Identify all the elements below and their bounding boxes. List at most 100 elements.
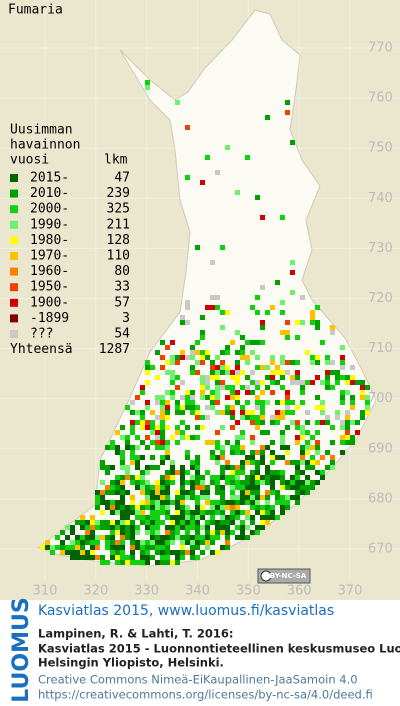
occurrence-cell: [215, 390, 220, 395]
occurrence-cell: [135, 420, 140, 425]
occurrence-cell: [170, 530, 175, 535]
occurrence-cell: [255, 465, 260, 470]
occurrence-cell: [255, 340, 260, 345]
occurrence-cell: [45, 545, 50, 550]
occurrence-cell: [235, 400, 240, 405]
occurrence-cell: [230, 470, 235, 475]
occurrence-cell: [125, 445, 130, 450]
license-line[interactable]: https://creativecommons.org/licenses/by-…: [38, 688, 373, 702]
occurrence-cell: [120, 425, 125, 430]
occurrence-cell: [130, 460, 135, 465]
occurrence-cell: [280, 445, 285, 450]
occurrence-cell: [250, 450, 255, 455]
occurrence-cell: [260, 480, 265, 485]
legend-count: 3: [122, 311, 130, 326]
occurrence-cell: [180, 550, 185, 555]
occurrence-cell: [240, 525, 245, 530]
occurrence-cell: [260, 450, 265, 455]
occurrence-cell: [150, 520, 155, 525]
occurrence-cell: [220, 490, 225, 495]
occurrence-cell: [220, 465, 225, 470]
occurrence-cell: [205, 530, 210, 535]
occurrence-cell: [245, 455, 250, 460]
occurrence-cell: [105, 490, 110, 495]
occurrence-cell: [140, 545, 145, 550]
occurrence-cell: [310, 455, 315, 460]
occurrence-cell: [220, 475, 225, 480]
occurrence-cell: [245, 500, 250, 505]
occurrence-cell: [295, 375, 300, 380]
occurrence-cell: [155, 505, 160, 510]
occurrence-cell: [270, 510, 275, 515]
occurrence-cell: [230, 385, 235, 390]
occurrence-cell: [145, 545, 150, 550]
occurrence-cell: [165, 530, 170, 535]
occurrence-cell: [225, 410, 230, 415]
occurrence-cell: [340, 355, 345, 360]
occurrence-cell: [135, 530, 140, 535]
occurrence-cell: [200, 360, 205, 365]
occurrence-cell: [65, 535, 70, 540]
occurrence-cell: [200, 385, 205, 390]
occurrence-cell: [235, 330, 240, 335]
occurrence-cell: [210, 260, 215, 265]
site-link[interactable]: Kasviatlas 2015, www.luomus.fi/kasviatla…: [38, 603, 334, 619]
occurrence-cell: [90, 535, 95, 540]
occurrence-cell: [300, 455, 305, 460]
occurrence-cell: [200, 375, 205, 380]
occurrence-cell: [185, 495, 190, 500]
occurrence-cell: [285, 330, 290, 335]
occurrence-cell: [155, 430, 160, 435]
occurrence-cell: [170, 515, 175, 520]
occurrence-cell: [190, 510, 195, 515]
occurrence-cell: [320, 400, 325, 405]
occurrence-cell: [150, 540, 155, 545]
occurrence-cell: [195, 435, 200, 440]
occurrence-cell: [160, 410, 165, 415]
occurrence-cell: [335, 410, 340, 415]
occurrence-cell: [265, 515, 270, 520]
occurrence-cell: [195, 245, 200, 250]
occurrence-cell: [75, 520, 80, 525]
occurrence-cell: [130, 400, 135, 405]
occurrence-cell: [170, 480, 175, 485]
occurrence-cell: [95, 555, 100, 560]
occurrence-cell: [365, 405, 370, 410]
occurrence-cell: [170, 340, 175, 345]
occurrence-cell: [235, 480, 240, 485]
occurrence-cell: [305, 380, 310, 385]
occurrence-cell: [95, 500, 100, 505]
occurrence-cell: [225, 505, 230, 510]
occurrence-cell: [205, 490, 210, 495]
occurrence-cell: [305, 410, 310, 415]
occurrence-cell: [110, 505, 115, 510]
occurrence-cell: [255, 405, 260, 410]
occurrence-cell: [95, 525, 100, 530]
occurrence-cell: [125, 440, 130, 445]
occurrence-cell: [60, 545, 65, 550]
occurrence-cell: [180, 350, 185, 355]
occurrence-cell: [270, 485, 275, 490]
occurrence-cell: [225, 440, 230, 445]
occurrence-cell: [180, 555, 185, 560]
occurrence-cell: [345, 420, 350, 425]
occurrence-cell: [180, 355, 185, 360]
license-badge: BY-NC-SA: [257, 568, 311, 584]
occurrence-cell: [90, 525, 95, 530]
occurrence-cell: [165, 445, 170, 450]
occurrence-cell: [285, 425, 290, 430]
occurrence-cell: [135, 515, 140, 520]
occurrence-cell: [360, 380, 365, 385]
occurrence-cell: [165, 500, 170, 505]
occurrence-cell: [195, 470, 200, 475]
occurrence-cell: [290, 485, 295, 490]
occurrence-cell: [160, 355, 165, 360]
occurrence-cell: [285, 405, 290, 410]
occurrence-cell: [215, 530, 220, 535]
occurrence-cell: [280, 485, 285, 490]
occurrence-cell: [95, 540, 100, 545]
occurrence-cell: [180, 500, 185, 505]
occurrence-cell: [120, 435, 125, 440]
occurrence-cell: [230, 500, 235, 505]
occurrence-cell: [305, 350, 310, 355]
